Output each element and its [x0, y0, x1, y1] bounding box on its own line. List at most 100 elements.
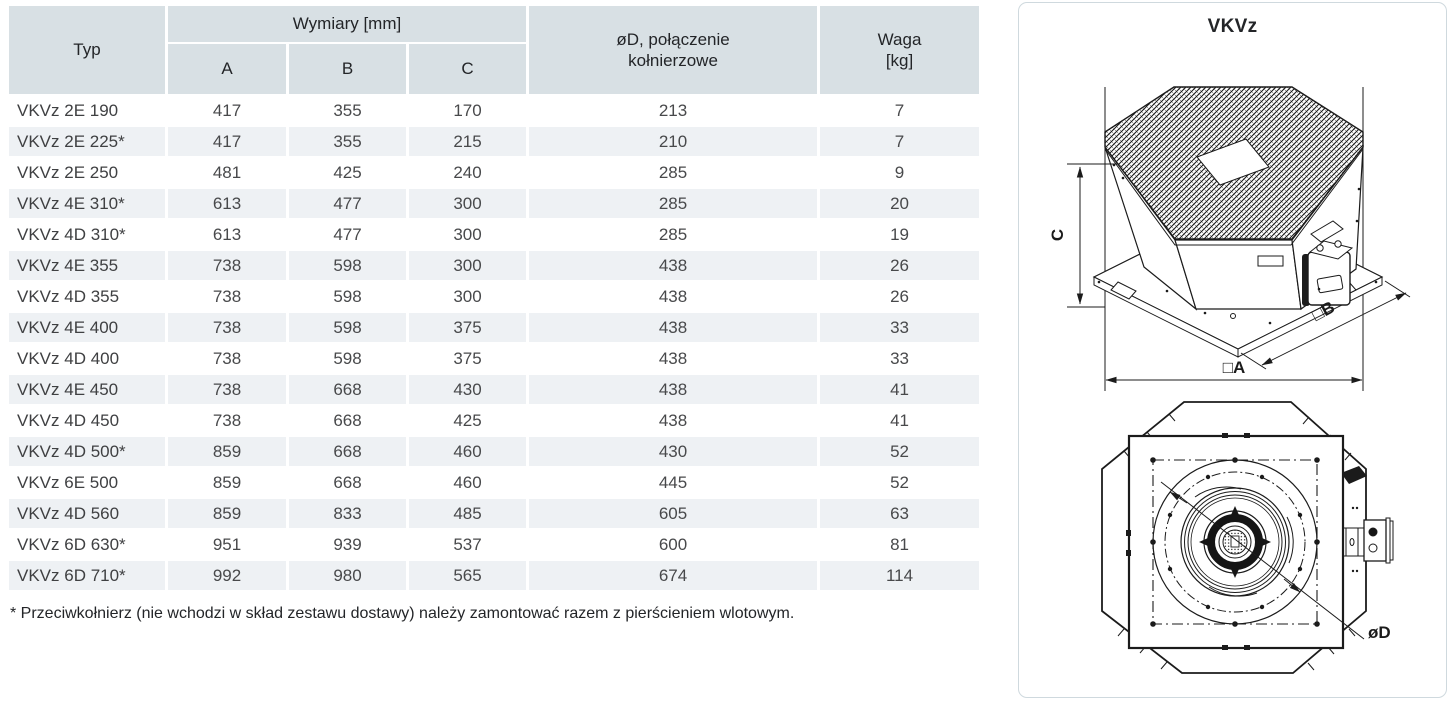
cell-a: 738 — [168, 313, 286, 342]
col-header-od: øD, połączenie kołnierzowe — [529, 6, 818, 94]
cell-typ: VKVz 4D 310* — [9, 220, 165, 249]
cell-c: 565 — [409, 561, 527, 590]
cell-c: 300 — [409, 189, 527, 218]
cell-a: 859 — [168, 468, 286, 497]
cell-od: 438 — [529, 282, 818, 311]
cell-a: 417 — [168, 127, 286, 156]
cell-waga: 41 — [820, 406, 980, 435]
cell-typ: VKVz 2E 225* — [9, 127, 165, 156]
cell-od: 210 — [529, 127, 818, 156]
dimension-c — [1067, 163, 1117, 308]
cell-od: 438 — [529, 406, 818, 435]
technical-drawing: C □B □A — [1048, 86, 1411, 674]
cell-od: 438 — [529, 251, 818, 280]
cell-typ: VKVz 6D 710* — [9, 561, 165, 590]
cell-od: 285 — [529, 220, 818, 249]
cell-b: 668 — [289, 375, 406, 404]
table-row: VKVz 6D 710* 992 980 565 674 114 — [9, 561, 980, 590]
dimension-d — [1160, 481, 1365, 640]
cell-b: 477 — [289, 189, 406, 218]
cell-b: 668 — [289, 406, 406, 435]
cell-od: 438 — [529, 344, 818, 373]
bolt-dots-circle — [1167, 474, 1303, 610]
footnote: * Przeciwkołnierz (nie wchodzi w skład z… — [10, 605, 795, 622]
cell-typ: VKVz 4D 400 — [9, 344, 165, 373]
table-row: VKVz 4E 310* 613 477 300 285 20 — [9, 189, 980, 218]
cell-b: 980 — [289, 561, 406, 590]
col-header-b: B — [289, 44, 406, 94]
cell-waga: 9 — [820, 158, 980, 187]
cell-typ: VKVz 4E 450 — [9, 375, 165, 404]
cell-b: 668 — [289, 437, 406, 466]
cell-typ: VKVz 6E 500 — [9, 468, 165, 497]
cell-a: 992 — [168, 561, 286, 590]
col-header-c: C — [409, 44, 527, 94]
dim-c-label: C — [1048, 229, 1067, 241]
cell-c: 300 — [409, 282, 527, 311]
table-row: VKVz 4E 450 738 668 430 438 41 — [9, 375, 980, 404]
cell-od: 430 — [529, 437, 818, 466]
drawing-panel: VKVz — [1018, 2, 1447, 698]
table-row: VKVz 6E 500 859 668 460 445 52 — [9, 468, 980, 497]
cell-typ: VKVz 2E 250 — [9, 158, 165, 187]
cell-od: 674 — [529, 561, 818, 590]
cell-waga: 63 — [820, 499, 980, 528]
cell-waga: 26 — [820, 282, 980, 311]
cell-typ: VKVz 4D 560 — [9, 499, 165, 528]
cell-od: 438 — [529, 313, 818, 342]
dimension-b — [1240, 280, 1411, 370]
cell-waga: 19 — [820, 220, 980, 249]
cell-waga: 33 — [820, 313, 980, 342]
spec-table-section: Typ Wymiary [mm] øD, połączenie kołnierz… — [6, 4, 988, 623]
junction-box-plan — [1343, 517, 1394, 564]
cell-c: 215 — [409, 127, 527, 156]
cell-a: 951 — [168, 530, 286, 559]
cell-a: 613 — [168, 189, 286, 218]
isometric-view — [1067, 86, 1411, 391]
cell-c: 375 — [409, 313, 527, 342]
cell-od: 605 — [529, 499, 818, 528]
cell-od: 213 — [529, 96, 818, 125]
table-row: VKVz 4D 450 738 668 425 438 41 — [9, 406, 980, 435]
cell-c: 485 — [409, 499, 527, 528]
col-header-typ: Typ — [9, 6, 165, 94]
cell-waga: 7 — [820, 96, 980, 125]
cell-b: 833 — [289, 499, 406, 528]
cell-a: 738 — [168, 406, 286, 435]
cell-b: 598 — [289, 282, 406, 311]
table-row: VKVz 4E 400 738 598 375 438 33 — [9, 313, 980, 342]
cell-c: 460 — [409, 437, 527, 466]
cell-a: 613 — [168, 220, 286, 249]
cell-waga: 26 — [820, 251, 980, 280]
cell-waga: 7 — [820, 127, 980, 156]
table-row: VKVz 4D 560 859 833 485 605 63 — [9, 499, 980, 528]
table-row: VKVz 4D 310* 613 477 300 285 19 — [9, 220, 980, 249]
table-body: VKVz 2E 190 417 355 170 213 7 VKVz 2E 225* 417 3… — [9, 96, 980, 590]
cell-waga: 33 — [820, 344, 980, 373]
table-header: Typ Wymiary [mm] øD, połączenie kołnierz… — [9, 6, 980, 94]
cell-waga: 114 — [820, 561, 980, 590]
cell-od: 285 — [529, 158, 818, 187]
cell-a: 738 — [168, 282, 286, 311]
cell-od: 445 — [529, 468, 818, 497]
table-row: VKVz 4D 400 738 598 375 438 33 — [9, 344, 980, 373]
cell-a: 738 — [168, 344, 286, 373]
cell-typ: VKVz 2E 190 — [9, 96, 165, 125]
table-row: VKVz 2E 190 417 355 170 213 7 — [9, 96, 980, 125]
drawing-title: VKVz — [1207, 16, 1258, 37]
cell-b: 598 — [289, 313, 406, 342]
table-row: VKVz 6D 630* 951 939 537 600 81 — [9, 530, 980, 559]
cell-typ: VKVz 4E 400 — [9, 313, 165, 342]
col-header-a: A — [168, 44, 286, 94]
table-row: VKVz 4E 355 738 598 300 438 26 — [9, 251, 980, 280]
junction-box-iso — [1302, 220, 1354, 306]
cell-od: 285 — [529, 189, 818, 218]
cell-b: 477 — [289, 220, 406, 249]
cell-a: 859 — [168, 437, 286, 466]
cell-typ: VKVz 4D 450 — [9, 406, 165, 435]
top-view — [1101, 401, 1394, 674]
cell-b: 355 — [289, 96, 406, 125]
cell-waga: 52 — [820, 437, 980, 466]
spec-table: Typ Wymiary [mm] øD, połączenie kołnierz… — [6, 4, 982, 592]
